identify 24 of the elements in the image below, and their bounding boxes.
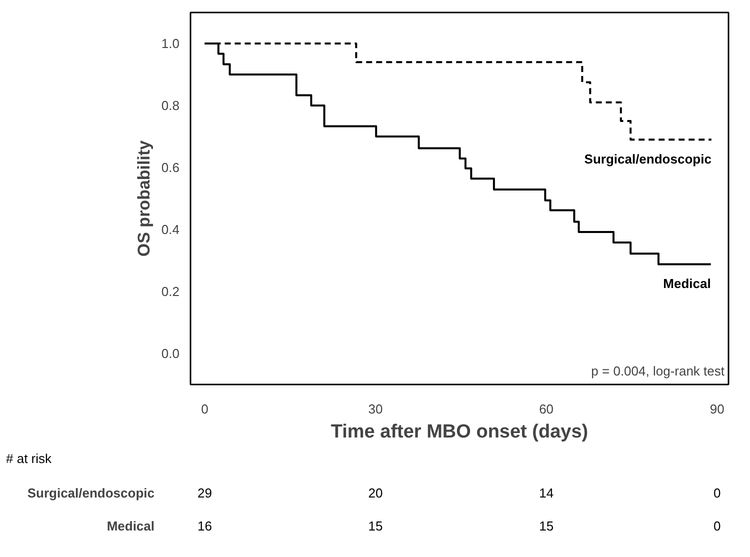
data-label: 29 <box>198 485 212 500</box>
x-tick-label: 0 <box>201 402 208 416</box>
x-tick-label: 30 <box>368 402 383 416</box>
data-label: 15 <box>368 518 383 534</box>
series-label: Surgical/endoscopic <box>584 152 712 167</box>
y-axis-title: OS probability <box>134 140 154 257</box>
y-tick-label: 0.6 <box>161 160 180 175</box>
y-tick-label: 0.4 <box>161 222 180 237</box>
x-tick-label: 60 <box>539 402 554 416</box>
x-tick-label: 90 <box>710 402 724 416</box>
data-label: 16 <box>198 518 212 534</box>
x-axis-title: Time after MBO onset (days) <box>330 422 588 442</box>
data-label: 15 <box>539 518 554 534</box>
data-label: 0 <box>714 485 721 500</box>
series-label: Medical <box>663 276 711 292</box>
y-tick-label: 0.8 <box>161 98 180 113</box>
data-label: 20 <box>368 485 383 500</box>
y-tick-label: 0.0 <box>161 346 180 361</box>
data-label: 14 <box>539 485 554 500</box>
annotation: p = 0.004, log-rank test <box>591 364 725 378</box>
y-tick-label: 0.2 <box>161 284 180 299</box>
text: # at risk <box>6 450 52 468</box>
y-tick-label: 1.0 <box>161 36 180 51</box>
data-label: 0 <box>714 518 721 534</box>
